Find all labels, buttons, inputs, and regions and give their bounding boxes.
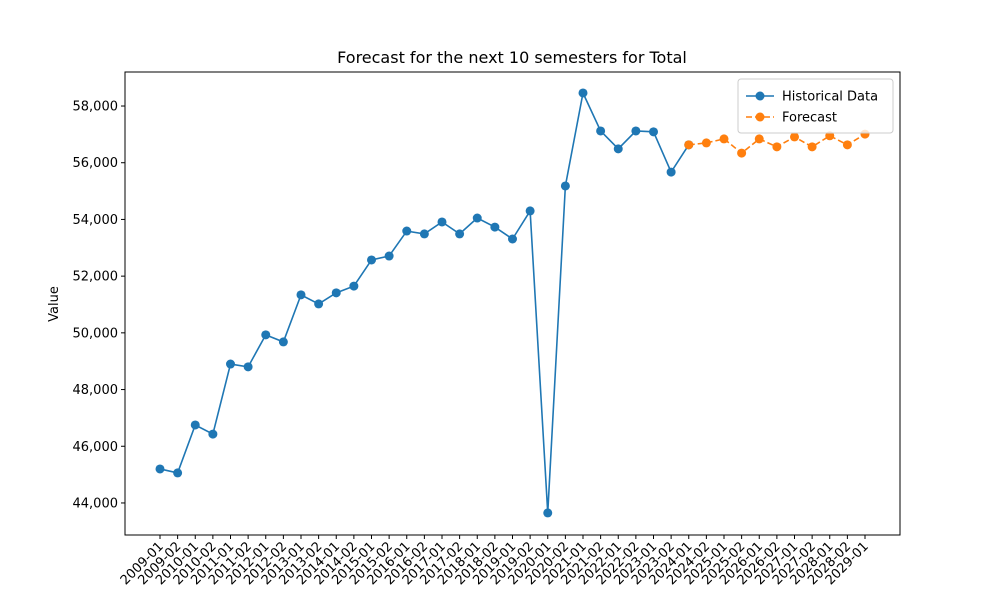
data-point xyxy=(331,288,341,298)
data-point xyxy=(754,134,764,144)
data-point xyxy=(701,138,711,148)
data-point xyxy=(842,140,852,150)
data-point xyxy=(525,206,535,216)
data-point xyxy=(226,359,235,369)
data-point xyxy=(772,142,782,152)
y-tick-label: 44,000 xyxy=(73,496,119,511)
chart-title: Forecast for the next 10 semesters for T… xyxy=(337,48,687,67)
y-tick-label: 56,000 xyxy=(73,156,119,171)
data-point xyxy=(437,217,447,227)
data-point xyxy=(190,420,200,430)
data-point xyxy=(472,213,482,223)
data-point xyxy=(296,290,306,300)
data-point xyxy=(631,126,641,136)
data-point xyxy=(578,88,588,98)
data-point xyxy=(790,132,799,142)
plot-frame xyxy=(124,71,901,536)
legend-label: Historical Data xyxy=(782,90,878,105)
data-point xyxy=(719,134,729,144)
y-tick-label: 50,000 xyxy=(73,326,119,341)
series-line xyxy=(159,90,690,513)
legend-marker xyxy=(755,112,765,122)
data-point xyxy=(684,140,694,150)
data-point xyxy=(384,251,394,261)
data-point xyxy=(490,222,500,232)
data-point xyxy=(596,126,606,136)
data-point xyxy=(666,167,676,177)
data-point xyxy=(613,144,623,154)
data-point xyxy=(261,330,271,340)
data-point xyxy=(173,468,183,478)
data-point xyxy=(208,429,218,439)
data-point xyxy=(243,362,253,372)
y-tick-label: 58,000 xyxy=(73,100,119,115)
data-point xyxy=(543,508,553,518)
y-tick-label: 46,000 xyxy=(73,440,119,455)
data-point xyxy=(825,131,835,141)
legend-label: Forecast xyxy=(782,111,837,126)
data-point xyxy=(807,142,817,152)
data-point xyxy=(314,299,324,309)
y-tick-label: 52,000 xyxy=(73,270,119,285)
legend-box xyxy=(737,78,894,134)
y-tick-label: 54,000 xyxy=(73,213,119,228)
y-axis-label: Value xyxy=(47,286,62,322)
data-point xyxy=(508,234,517,244)
data-point xyxy=(455,229,465,239)
data-point xyxy=(560,181,570,191)
legend-marker xyxy=(755,91,765,101)
data-point xyxy=(402,226,412,236)
data-point xyxy=(278,337,288,347)
y-tick-label: 48,000 xyxy=(73,383,119,398)
data-point xyxy=(419,229,429,239)
data-point xyxy=(367,255,376,265)
data-point xyxy=(737,148,747,158)
data-point xyxy=(349,281,359,291)
data-point xyxy=(649,127,658,137)
data-point xyxy=(155,464,165,474)
